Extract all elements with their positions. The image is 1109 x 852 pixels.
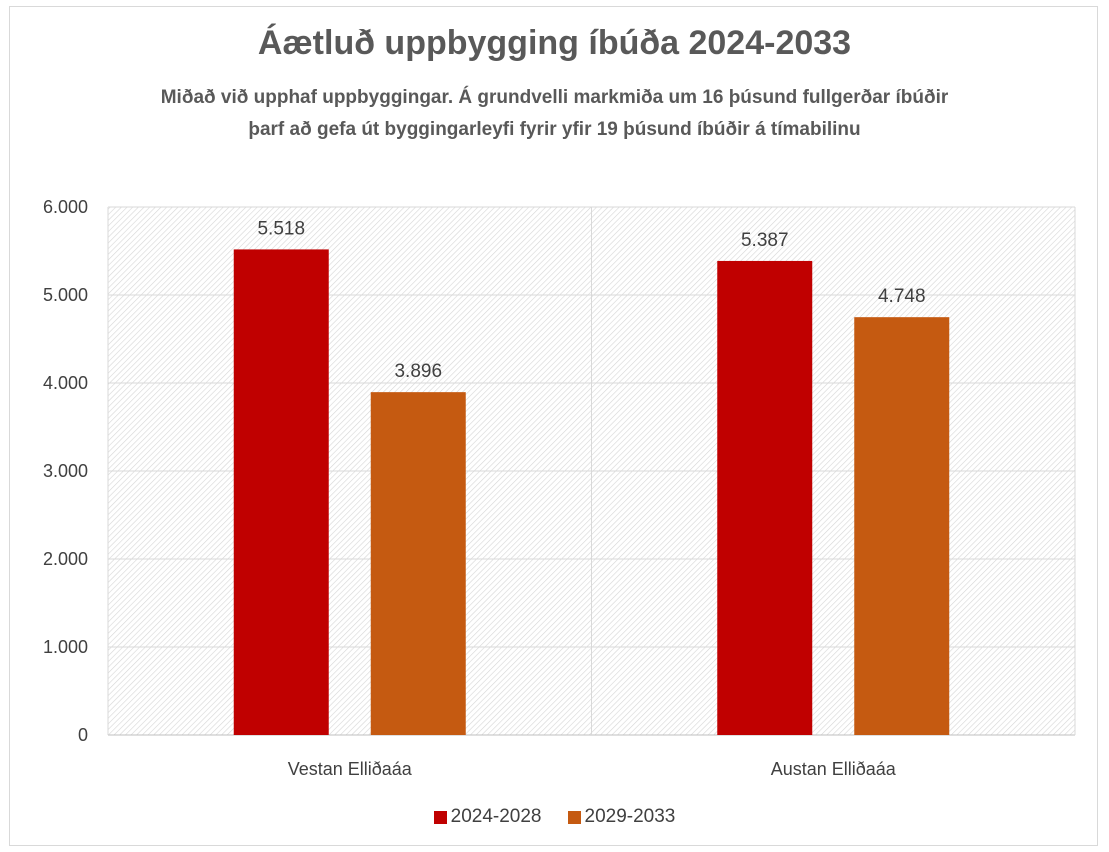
data-label: 5.518 bbox=[257, 218, 305, 239]
legend-label-2024-2028: 2024-2028 bbox=[450, 806, 542, 827]
legend-item-2029-2033: 2029-2033 bbox=[567, 806, 676, 828]
data-label: 5.387 bbox=[741, 230, 789, 251]
bar-2024-2028-0 bbox=[233, 249, 329, 735]
chart-subtitle: Miðað við upphaf uppbyggingar. Á grundve… bbox=[160, 87, 949, 140]
y-tick-label: 3.000 bbox=[43, 461, 88, 481]
bar-2024-2028-1 bbox=[717, 260, 813, 735]
bar-2029-2033-0 bbox=[370, 392, 466, 735]
x-category-label: Austan Elliðaáa bbox=[771, 759, 897, 779]
data-label: 3.896 bbox=[394, 361, 442, 382]
y-tick-label: 5.000 bbox=[43, 285, 88, 305]
legend-swatch-2029-2033 bbox=[567, 810, 581, 824]
legend: 2024-2028 2029-2033 bbox=[0, 806, 1109, 828]
plot-area: 0 1.000 2.000 3.000 4.000 5.000 6.000 5.518 3.89… bbox=[43, 197, 1076, 779]
y-tick-label: 1.000 bbox=[43, 637, 88, 657]
x-category-label: Vestan Elliðaáa bbox=[288, 759, 413, 779]
y-tick-label: 2.000 bbox=[43, 549, 88, 569]
legend-item-2024-2028: 2024-2028 bbox=[433, 806, 542, 828]
chart-title: Áætluð uppbygging íbúða 2024-2033 bbox=[257, 24, 852, 62]
y-tick-label: 6.000 bbox=[43, 197, 88, 217]
y-tick-label: 4.000 bbox=[43, 373, 88, 393]
legend-label-2029-2033: 2029-2033 bbox=[584, 806, 676, 827]
data-label: 4.748 bbox=[878, 286, 926, 307]
bar-2029-2033-1 bbox=[854, 317, 950, 735]
y-tick-label: 0 bbox=[78, 725, 88, 745]
legend-swatch-2024-2028 bbox=[433, 810, 447, 824]
